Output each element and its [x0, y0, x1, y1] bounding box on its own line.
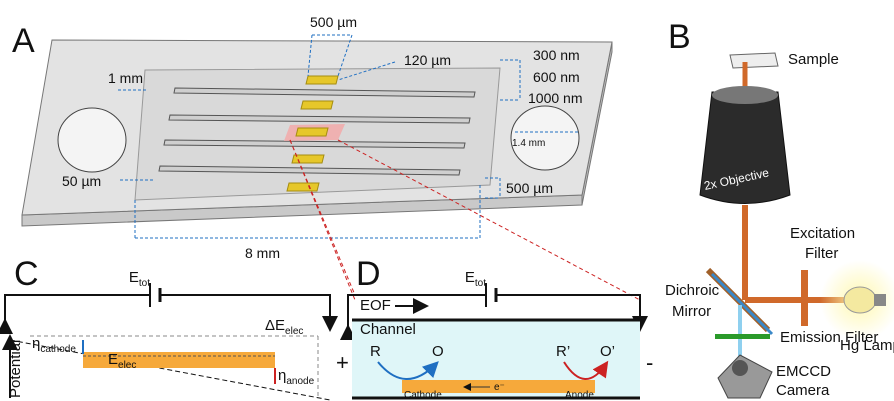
- excitation-filter: [801, 270, 808, 326]
- label: Cathode: [404, 390, 442, 401]
- lamp-base: [874, 294, 886, 306]
- axis-label: Potential: [7, 340, 24, 398]
- label: Filter: [805, 245, 838, 262]
- label: ηcathode: [32, 335, 76, 355]
- label: Excitation: [790, 225, 855, 242]
- dimension: 600 nm: [533, 69, 580, 85]
- label: -: [646, 350, 653, 375]
- dimension: 1.4 mm: [512, 138, 545, 149]
- circuit: [160, 295, 330, 328]
- dimension: 1 mm: [108, 70, 143, 86]
- emission-filter: [715, 334, 770, 339]
- label: EOF: [360, 297, 391, 314]
- dimension: 120 µm: [404, 52, 451, 68]
- lamp: [844, 287, 876, 313]
- label: ΔEelec: [265, 317, 303, 337]
- dimension: 500 µm: [310, 14, 357, 30]
- label: Channel: [360, 321, 416, 338]
- label: Emission Filter: [780, 329, 878, 346]
- dimension: 1000 nm: [528, 90, 582, 106]
- panel-label: B: [668, 18, 691, 56]
- camera-lens: [732, 360, 748, 376]
- label: Etot: [465, 269, 486, 289]
- circuit: [5, 295, 150, 322]
- species: R’: [556, 343, 570, 360]
- species: R: [370, 343, 381, 360]
- label: EMCCD: [776, 363, 831, 380]
- sample: [730, 53, 778, 68]
- panel-label: A: [12, 22, 35, 60]
- label: +: [336, 350, 349, 375]
- label: e⁻: [494, 382, 505, 393]
- camera: [718, 355, 772, 398]
- objective-top: [712, 86, 778, 104]
- label: ηanode: [278, 367, 315, 387]
- panel-label: D: [356, 255, 381, 293]
- label: Mirror: [672, 303, 711, 320]
- chip: [22, 40, 612, 226]
- dimension: 500 µm: [506, 180, 553, 196]
- species: O’: [600, 343, 615, 360]
- label: Etot: [129, 269, 150, 289]
- label: Dichroic: [665, 282, 720, 299]
- species: O: [432, 343, 444, 360]
- dimension: 8 mm: [245, 245, 280, 261]
- label: Sample: [788, 51, 839, 68]
- dimension: 50 µm: [62, 173, 101, 189]
- panel-label: C: [14, 255, 39, 293]
- label: Anode: [565, 390, 594, 401]
- dimension: 300 nm: [533, 47, 580, 63]
- figure: A 500 µm 120 µm 300 nm 600 nm 1000 nm 1 …: [0, 0, 894, 401]
- label: Camera: [776, 382, 830, 399]
